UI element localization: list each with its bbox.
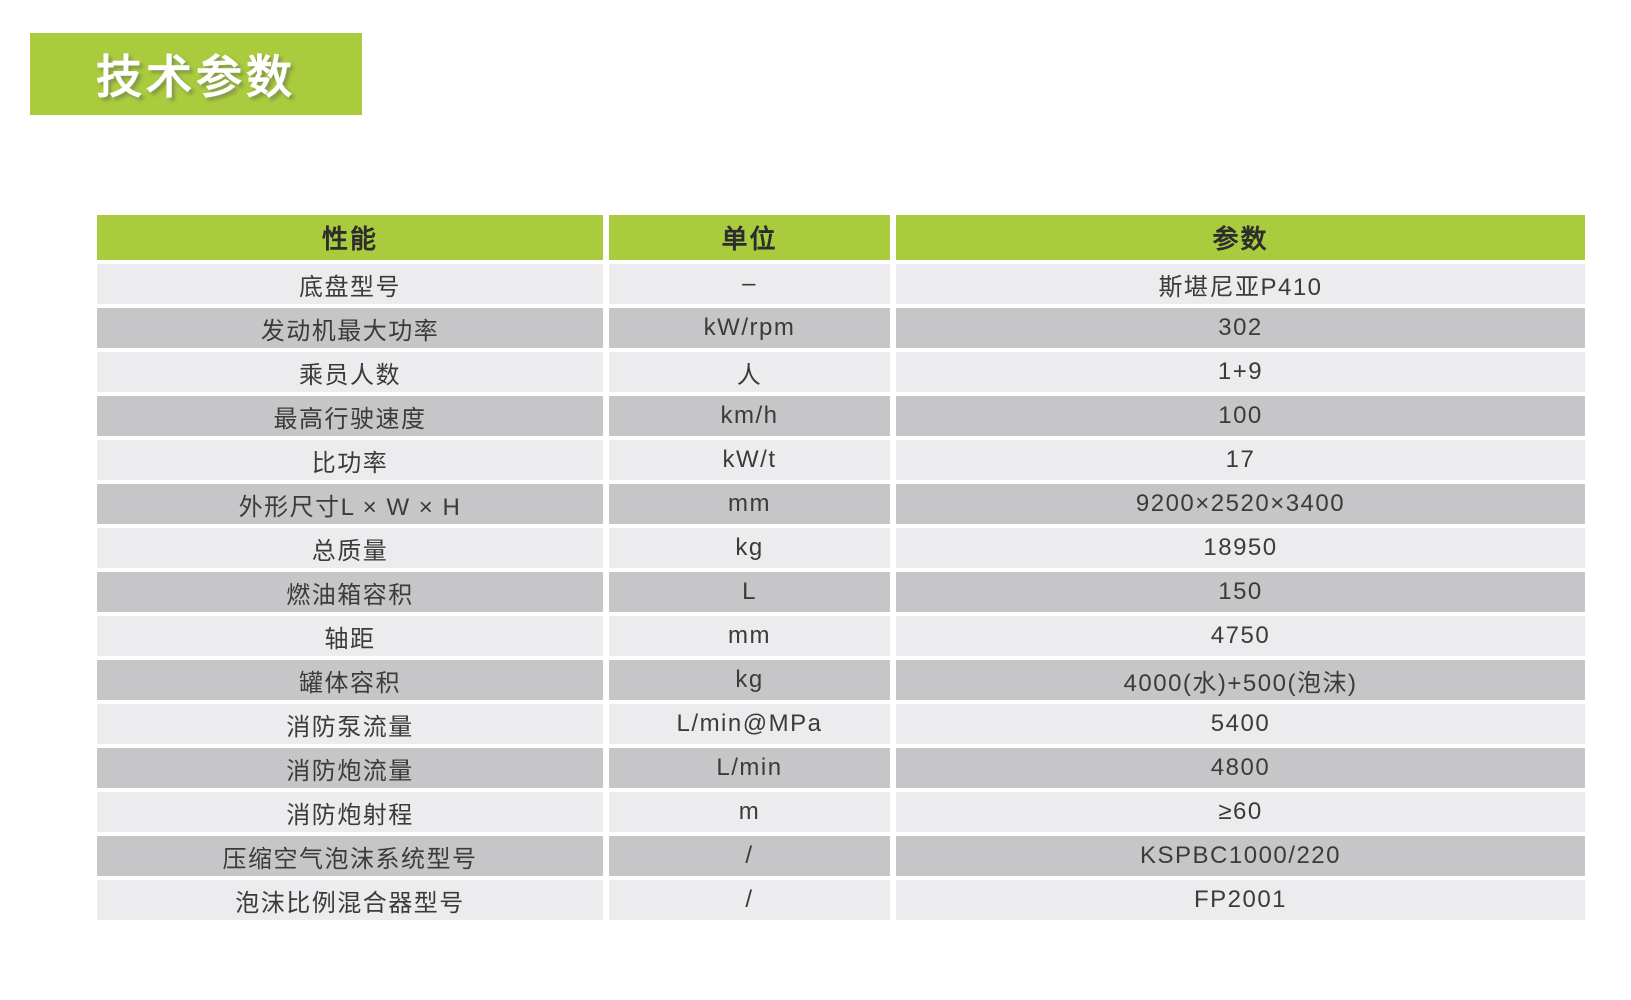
spec-name-cell: 消防炮射程 bbox=[97, 792, 603, 832]
spec-name-cell: 外形尺寸L × W × H bbox=[97, 484, 603, 524]
spec-unit-cell: mm bbox=[609, 484, 890, 524]
spec-unit-cell: kW/t bbox=[609, 440, 890, 480]
spec-name-cell: 总质量 bbox=[97, 528, 603, 568]
spec-unit-cell: kg bbox=[609, 528, 890, 568]
spec-unit-cell: / bbox=[609, 880, 890, 920]
spec-name-cell: 泡沫比例混合器型号 bbox=[97, 880, 603, 920]
spec-value-cell: 100 bbox=[896, 396, 1585, 436]
spec-name-cell: 底盘型号 bbox=[97, 264, 603, 304]
spec-name-cell: 乘员人数 bbox=[97, 352, 603, 392]
spec-value-cell: 5400 bbox=[896, 704, 1585, 744]
col-header-performance: 性能 bbox=[97, 215, 603, 260]
spec-name-cell: 最高行驶速度 bbox=[97, 396, 603, 436]
spec-value-cell: 4000(水)+500(泡沫) bbox=[896, 660, 1585, 700]
spec-name-cell: 轴距 bbox=[97, 616, 603, 656]
spec-unit-cell: mm bbox=[609, 616, 890, 656]
spec-unit-cell: L/min bbox=[609, 748, 890, 788]
section-title-banner: 技术参数 bbox=[30, 33, 362, 115]
spec-name-cell: 压缩空气泡沫系统型号 bbox=[97, 836, 603, 876]
spec-unit-cell: L bbox=[609, 572, 890, 612]
spec-value-cell: 1+9 bbox=[896, 352, 1585, 392]
spec-name-cell: 消防炮流量 bbox=[97, 748, 603, 788]
spec-value-cell: 4800 bbox=[896, 748, 1585, 788]
spec-value-cell: 4750 bbox=[896, 616, 1585, 656]
spec-unit-cell: km/h bbox=[609, 396, 890, 436]
spec-value-cell: 302 bbox=[896, 308, 1585, 348]
spec-unit-cell: 人 bbox=[609, 352, 890, 392]
spec-name-cell: 比功率 bbox=[97, 440, 603, 480]
spec-unit-cell: – bbox=[609, 264, 890, 304]
spec-value-cell: 18950 bbox=[896, 528, 1585, 568]
spec-name-cell: 消防泵流量 bbox=[97, 704, 603, 744]
spec-value-cell: ≥60 bbox=[896, 792, 1585, 832]
spec-unit-cell: L/min@MPa bbox=[609, 704, 890, 744]
spec-unit-cell: / bbox=[609, 836, 890, 876]
spec-name-cell: 发动机最大功率 bbox=[97, 308, 603, 348]
spec-value-cell: 斯堪尼亚P410 bbox=[896, 264, 1585, 304]
spec-unit-cell: kg bbox=[609, 660, 890, 700]
section-title: 技术参数 bbox=[96, 51, 296, 103]
spec-value-cell: FP2001 bbox=[896, 880, 1585, 920]
spec-name-cell: 罐体容积 bbox=[97, 660, 603, 700]
spec-value-cell: 150 bbox=[896, 572, 1585, 612]
spec-unit-cell: m bbox=[609, 792, 890, 832]
col-header-parameter: 参数 bbox=[896, 215, 1585, 260]
spec-name-cell: 燃油箱容积 bbox=[97, 572, 603, 612]
spec-value-cell: 9200×2520×3400 bbox=[896, 484, 1585, 524]
col-header-unit: 单位 bbox=[609, 215, 890, 260]
spec-unit-cell: kW/rpm bbox=[609, 308, 890, 348]
spec-value-cell: 17 bbox=[896, 440, 1585, 480]
spec-table: 性能 单位 参数 底盘型号 – 斯堪尼亚P410 发动机最大功率 kW/rpm … bbox=[97, 215, 1585, 920]
spec-value-cell: KSPBC1000/220 bbox=[896, 836, 1585, 876]
